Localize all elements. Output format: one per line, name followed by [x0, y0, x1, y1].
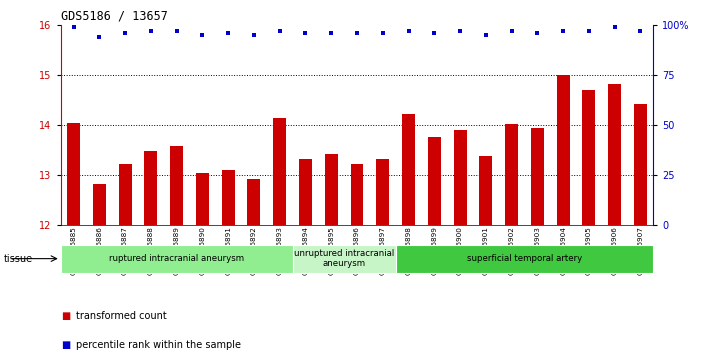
Bar: [325, 154, 338, 225]
Bar: [299, 159, 312, 225]
Bar: [608, 84, 621, 225]
Bar: [376, 159, 389, 225]
Bar: [61, 245, 293, 273]
Point: [377, 30, 388, 36]
Bar: [273, 118, 286, 225]
Text: ■: ■: [61, 340, 70, 350]
Point: [171, 28, 182, 34]
Text: percentile rank within the sample: percentile rank within the sample: [76, 340, 241, 350]
Point: [403, 28, 414, 34]
Point: [94, 34, 105, 40]
Text: transformed count: transformed count: [76, 311, 167, 321]
Bar: [505, 124, 518, 225]
Bar: [144, 151, 157, 225]
Bar: [634, 104, 647, 225]
Bar: [583, 90, 595, 225]
Bar: [293, 245, 396, 273]
Point: [583, 28, 595, 34]
Bar: [119, 164, 131, 225]
Point: [326, 30, 337, 36]
Point: [248, 32, 260, 38]
Bar: [531, 128, 544, 225]
Point: [68, 24, 79, 30]
Point: [300, 30, 311, 36]
Point: [454, 28, 466, 34]
Bar: [67, 123, 80, 225]
Text: superficial temporal artery: superficial temporal artery: [467, 254, 582, 263]
Point: [145, 28, 156, 34]
Point: [506, 28, 518, 34]
Point: [480, 32, 491, 38]
Bar: [396, 245, 653, 273]
Point: [635, 28, 646, 34]
Bar: [402, 114, 415, 225]
Point: [196, 32, 208, 38]
Point: [223, 30, 234, 36]
Bar: [453, 130, 466, 225]
Bar: [222, 170, 235, 225]
Point: [558, 28, 569, 34]
Point: [609, 24, 620, 30]
Bar: [479, 156, 492, 225]
Bar: [196, 173, 208, 225]
Text: ■: ■: [61, 311, 70, 321]
Bar: [170, 146, 183, 225]
Bar: [351, 164, 363, 225]
Bar: [428, 137, 441, 225]
Text: ruptured intracranial aneurysm: ruptured intracranial aneurysm: [109, 254, 244, 263]
Point: [119, 30, 131, 36]
Bar: [557, 75, 570, 225]
Bar: [248, 179, 261, 225]
Point: [428, 30, 440, 36]
Text: GDS5186 / 13657: GDS5186 / 13657: [61, 10, 168, 23]
Text: tissue: tissue: [4, 254, 33, 264]
Point: [532, 30, 543, 36]
Bar: [93, 184, 106, 225]
Point: [351, 30, 363, 36]
Text: unruptured intracranial
aneurysm: unruptured intracranial aneurysm: [294, 249, 394, 268]
Point: [274, 28, 286, 34]
